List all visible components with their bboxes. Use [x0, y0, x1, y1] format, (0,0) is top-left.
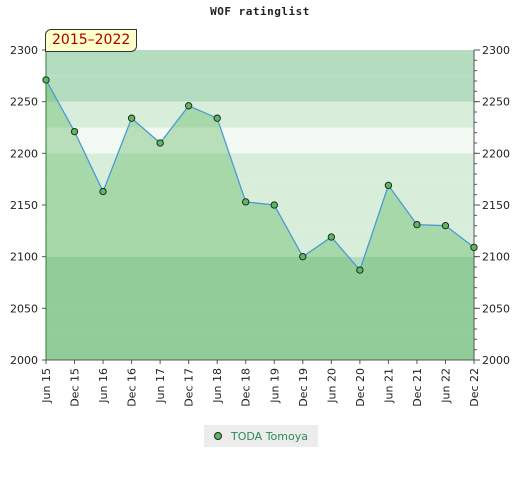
legend-label: TODA Tomoya	[231, 429, 308, 443]
background-band	[46, 256, 474, 283]
data-point	[127, 114, 136, 122]
x-tick-label: Jun 21	[382, 368, 395, 404]
x-tick-label: Jun 15	[40, 368, 53, 404]
x-tick-label: Dec 16	[126, 368, 139, 407]
data-point	[441, 222, 450, 230]
y-ticks-right: 2000 2050 2100 2150 2200 2250 2300	[474, 44, 510, 367]
chart-title: WOF ratinglist	[210, 5, 310, 18]
y-tick-label-left: 2300	[10, 44, 38, 57]
x-tick-label: Jun 19	[268, 368, 281, 404]
background-band	[46, 282, 474, 309]
y-tick-label-left: 2000	[10, 354, 38, 367]
x-tick-label: Dec 17	[183, 368, 196, 407]
data-point	[213, 114, 221, 122]
y-tick-label-right: 2250	[482, 96, 510, 109]
x-tick-label: Jun 20	[325, 368, 338, 404]
data-point	[99, 187, 107, 196]
series-line	[45, 79, 475, 272]
data-point	[299, 253, 307, 261]
data-point	[384, 181, 393, 190]
y-tick-label-left: 2250	[10, 96, 38, 109]
data-point	[270, 201, 278, 209]
background-band	[46, 205, 474, 231]
series-area	[46, 79, 474, 360]
y-tick-label-right: 2150	[482, 199, 510, 212]
y-tick-label-right: 2200	[482, 147, 510, 160]
x-tick-label: Jun 17	[154, 368, 167, 404]
y-tick-label-left: 2200	[10, 147, 38, 160]
data-points	[42, 76, 478, 274]
period-badge: 2015–2022	[45, 29, 138, 52]
rating-area	[46, 79, 474, 360]
background-bands	[46, 50, 474, 360]
series-line-path	[45, 79, 475, 272]
background-band	[46, 127, 474, 154]
y-tick-label-left: 2100	[10, 251, 38, 264]
x-tick-label: Dec 15	[69, 368, 82, 407]
data-point	[356, 266, 364, 274]
y-tick-label-right: 2300	[482, 44, 510, 57]
y-ticks-left: 2000 2050 2100 2150 2200 2250 2300	[10, 44, 46, 367]
legend: TODA Tomoya	[204, 425, 318, 447]
background-band	[46, 50, 474, 76]
y-tick-label-right: 2050	[482, 302, 510, 315]
x-tick-label: Dec 19	[297, 368, 310, 407]
data-point	[70, 127, 79, 136]
x-tick-label: Dec 22	[468, 368, 481, 407]
x-ticks: Jun 15 Dec 15 Jun 16 Dec 16 Jun 17 Dec 17 Jun …	[40, 360, 481, 407]
background-band	[46, 101, 474, 128]
background-band	[46, 334, 474, 360]
data-point	[185, 102, 193, 110]
y-tick-label-left: 2050	[10, 302, 38, 315]
data-point	[327, 233, 335, 241]
y-tick-label-left: 2150	[10, 199, 38, 212]
data-point	[470, 243, 478, 252]
background-band	[46, 179, 474, 205]
data-point	[413, 220, 421, 229]
legend-marker-icon	[214, 432, 223, 440]
data-point	[242, 198, 250, 206]
background-band	[46, 153, 474, 180]
data-point	[42, 76, 50, 84]
y-tick-label-right: 2100	[482, 251, 510, 264]
background-band	[46, 75, 474, 102]
x-tick-label: Jun 18	[211, 368, 224, 404]
x-tick-label: Dec 18	[240, 368, 253, 407]
x-tick-label: Dec 20	[354, 368, 367, 407]
background-band	[46, 308, 474, 335]
background-band	[46, 230, 474, 257]
x-tick-label: Jun 16	[97, 368, 110, 404]
y-tick-label-right: 2000	[482, 354, 510, 367]
x-tick-label: Dec 21	[411, 368, 424, 407]
x-tick-label: Jun 22	[439, 368, 452, 404]
data-point	[156, 139, 164, 147]
